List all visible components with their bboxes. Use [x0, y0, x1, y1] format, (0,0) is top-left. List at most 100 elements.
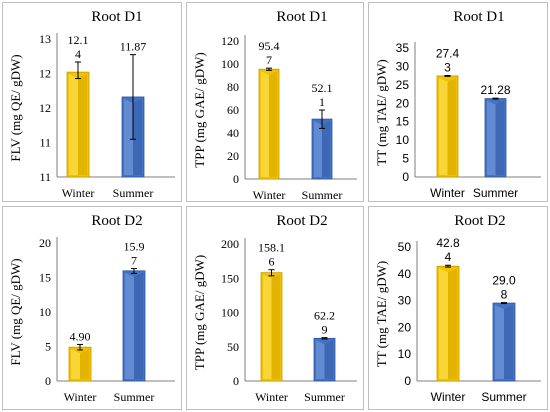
- chart-panel: Root D2 TPP (mg GAE/ gDW) 0 50 100 150 200 158.…: [186, 206, 364, 410]
- data-label: 7: [266, 53, 272, 67]
- bar-winter: [436, 75, 459, 178]
- chart-panel: Root D2 TT (mg TAE/ gDW) 0 10 20 30 40 50 42.8 4 W…: [368, 206, 548, 410]
- error-bar: [319, 109, 325, 129]
- chart-title: Root D1: [453, 9, 504, 25]
- y-tick-label: 11: [39, 170, 51, 184]
- y-tick-label: 0: [233, 172, 239, 186]
- y-tick-label: 40: [398, 267, 412, 281]
- data-label: 52.1: [312, 81, 333, 95]
- data-label: 27.4: [436, 46, 460, 60]
- data-label: 95.4: [259, 39, 280, 53]
- y-tick-label: 12: [39, 101, 51, 115]
- y-tick-label: 0: [404, 374, 411, 388]
- chart-title: Root D1: [91, 9, 142, 25]
- chart-panel: Root D1 TT (mg TAE/ gDW) 0 5 10 15 20 25 30 35 27.…: [368, 2, 548, 202]
- x-tick-label: Summer: [481, 390, 526, 404]
- bar-winter: [436, 265, 460, 382]
- y-tick-label: 15: [39, 271, 51, 285]
- y-tick-label: 200: [221, 237, 239, 251]
- y-tick-label: 5: [45, 340, 51, 354]
- y-tick-label: 11: [39, 136, 51, 150]
- error-bar: [131, 268, 137, 274]
- x-tick-label: Summer: [473, 186, 518, 200]
- data-label: 4.90: [70, 329, 91, 343]
- x-tick-label: Winter: [430, 186, 465, 200]
- chart-svg: Root D1 TT (mg TAE/ gDW) 0 5 10 15 20 25 30 35 27.…: [374, 9, 541, 200]
- y-tick-label: 13: [39, 32, 51, 46]
- y-tick-label: 120: [221, 34, 239, 48]
- data-label: 158.1: [258, 241, 285, 255]
- x-tick-label: Winter: [431, 390, 466, 404]
- bar-winter: [258, 68, 280, 180]
- y-axis-label: TPP (mg GAE/ gDW): [192, 52, 207, 167]
- error-bar: [501, 302, 507, 305]
- data-label: 8: [501, 288, 508, 302]
- y-tick-label: 0: [402, 170, 409, 184]
- data-label: 4: [75, 47, 81, 61]
- y-tick-label: 10: [398, 347, 412, 361]
- y-tick-label: 12: [39, 67, 51, 81]
- data-label: 11.87: [120, 40, 147, 54]
- y-tick-label: 5: [402, 152, 409, 166]
- y-axis-label: TT (mg TAE/ gDW): [374, 59, 389, 165]
- y-tick-label: 35: [396, 41, 410, 55]
- chart-svg: Root D1 FLV (mg QE/ gDW) 11 11 12 12 13 12.14 Wi…: [8, 9, 175, 200]
- y-axis-label: FLV (mg QE/ gDW): [8, 54, 23, 161]
- data-label: 4: [445, 250, 452, 264]
- bar-summer: [484, 98, 507, 178]
- x-tick-label: Summer: [113, 186, 154, 200]
- y-tick-label: 100: [221, 57, 239, 71]
- error-bar: [130, 54, 136, 140]
- data-label: 21.28: [480, 83, 510, 97]
- chart-title: Root D2: [91, 213, 142, 229]
- y-tick-label: 30: [398, 294, 412, 308]
- y-tick-label: 20: [39, 236, 51, 250]
- chart-panel: Root D1 TPP (mg GAE/ gDW) 0 20 40 60 80 100 120 9…: [186, 2, 364, 202]
- chart-svg: Root D2 FLV (mg QE/ gDW) 0 5 10 15 20 4.90 Winte…: [8, 213, 175, 404]
- data-label: 62.2: [314, 309, 335, 323]
- y-tick-label: 25: [396, 78, 410, 92]
- y-tick-label: 50: [398, 240, 412, 254]
- data-label: 12.1: [68, 33, 89, 47]
- data-label: 42.8: [436, 236, 460, 250]
- y-tick-label: 150: [221, 271, 239, 285]
- bar-winter: [66, 71, 90, 178]
- x-tick-label: Winter: [64, 390, 97, 404]
- y-tick-label: 100: [221, 306, 239, 320]
- y-axis-label: TPP (mg GAE/ gDW): [192, 255, 207, 370]
- y-axis-label: TT (mg TAE/ gDW): [374, 261, 389, 367]
- y-tick-label: 60: [227, 103, 239, 117]
- chart-panel: Root D1 FLV (mg QE/ gDW) 11 11 12 12 13 12.1 4 Wi…: [2, 2, 182, 202]
- bar-winter: [260, 272, 283, 382]
- bar-summer: [313, 337, 336, 382]
- y-tick-label: 20: [396, 96, 410, 110]
- x-tick-label: Summer: [302, 188, 343, 202]
- bar-summer: [311, 118, 333, 180]
- chart-svg: Root D2 TPP (mg GAE/ gDW) 0 50 100 150 200 158.…: [192, 213, 357, 404]
- chart-title: Root D1: [276, 9, 327, 25]
- y-tick-label: 10: [39, 305, 51, 319]
- chart-panel: Root D2 FLV (mg QE/ gDW) 0 5 10 15 20 4.90 Winte…: [2, 206, 182, 410]
- data-label: 29.0: [492, 274, 516, 288]
- chart-title: Root D2: [276, 213, 327, 229]
- x-tick-label: Winter: [253, 188, 286, 202]
- y-tick-label: 30: [396, 59, 410, 73]
- y-tick-label: 0: [233, 374, 239, 388]
- error-bar: [321, 337, 328, 340]
- error-bar: [77, 343, 83, 351]
- y-tick-label: 50: [227, 340, 239, 354]
- x-tick-label: Summer: [114, 390, 155, 404]
- error-bar: [444, 74, 451, 77]
- x-tick-label: Summer: [304, 390, 345, 404]
- chart-svg: Root D2 TT (mg TAE/ gDW) 0 10 20 30 40 50 42.84 W…: [374, 213, 541, 404]
- error-bar: [268, 269, 275, 277]
- bar-winter: [68, 346, 92, 382]
- x-tick-label: Winter: [255, 390, 288, 404]
- y-tick-label: 20: [227, 149, 239, 163]
- y-tick-label: 0: [45, 374, 51, 388]
- y-tick-label: 20: [398, 320, 412, 334]
- chart-svg: Root D1 TPP (mg GAE/ gDW) 0 20 40 60 80 100 120 9…: [192, 9, 357, 202]
- data-label: 3: [444, 60, 451, 74]
- data-label: 1: [319, 95, 325, 109]
- data-label: 9: [322, 323, 328, 337]
